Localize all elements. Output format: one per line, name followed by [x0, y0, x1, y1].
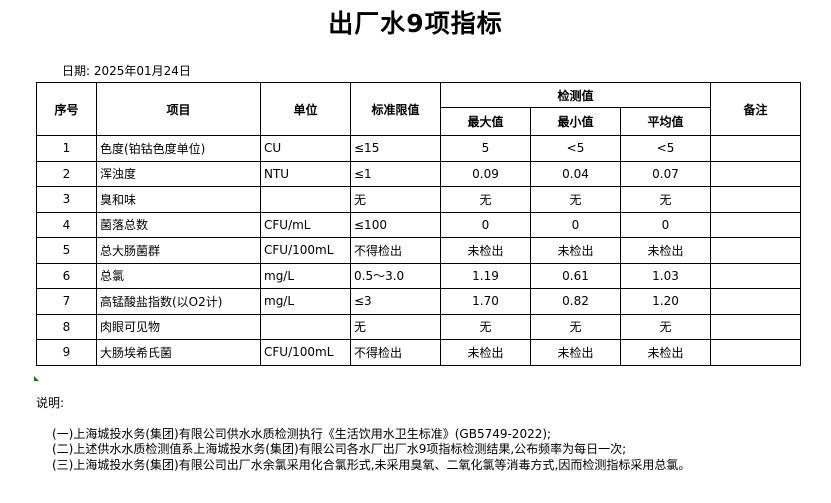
- cell-limit: ≤100: [350, 211, 441, 238]
- cell-remark: [710, 339, 801, 366]
- cell-min: 无: [530, 186, 621, 213]
- cell-remark: [710, 237, 801, 264]
- cell-max: 未检出: [440, 237, 531, 264]
- cell-min: 0: [530, 211, 621, 238]
- page-title: 出厂水9项指标: [328, 9, 503, 38]
- cell-no: 8: [36, 313, 97, 340]
- cell-min: <5: [530, 135, 621, 162]
- cell-marker: [34, 376, 39, 381]
- cell-avg: 0.07: [620, 160, 711, 187]
- cell-max: 0.09: [440, 160, 531, 187]
- cell-limit: 不得检出: [350, 339, 441, 366]
- header-avg: 平均值: [620, 107, 711, 136]
- cell-unit: [260, 313, 351, 340]
- table-row: 1 色度(铂钴色度单位) CU ≤15 5 <5 <5: [36, 135, 801, 162]
- cell-limit: ≤15: [350, 135, 441, 162]
- cell-item: 高锰酸盐指数(以O2计): [96, 288, 261, 315]
- header-no: 序号: [36, 82, 97, 136]
- cell-no: 1: [36, 135, 97, 162]
- table-row: 3 臭和味无无无无: [36, 186, 801, 213]
- cell-avg: 0: [620, 211, 711, 238]
- cell-item: 总氯: [96, 262, 261, 289]
- cell-remark: [710, 211, 801, 238]
- report-date: 日期: 2025年01月24日: [62, 64, 191, 78]
- cell-unit: CU: [260, 135, 351, 162]
- cell-remark: [710, 160, 801, 187]
- note-line: (一)上海城投水务(集团)有限公司供水水质检测执行《生活饮用水卫生标准》(GB5…: [52, 426, 552, 441]
- table-row: 6 总氯 mg/L 0.5～3.0 1.19 0.61 1.03: [36, 262, 801, 289]
- table-row: 9 大肠埃希氏菌 CFU/100mL 不得检出 未检出 未检出 未检出: [36, 339, 801, 366]
- cell-limit: 无: [350, 186, 441, 213]
- cell-no: 4: [36, 211, 97, 238]
- header-measured: 检测值: [440, 82, 711, 108]
- cell-avg: <5: [620, 135, 711, 162]
- cell-remark: [710, 135, 801, 162]
- cell-max: 0: [440, 211, 531, 238]
- cell-item: 色度(铂钴色度单位): [96, 135, 261, 162]
- header-limit: 标准限值: [350, 82, 441, 136]
- cell-min: 未检出: [530, 339, 621, 366]
- cell-unit: CFU/100mL: [260, 237, 351, 264]
- cell-no: 6: [36, 262, 97, 289]
- cell-max: 无: [440, 186, 531, 213]
- cell-min: 未检出: [530, 237, 621, 264]
- table-row: 5 总大肠菌群 CFU/100mL 不得检出 未检出 未检出 未检出: [36, 237, 801, 264]
- cell-min: 0.82: [530, 288, 621, 315]
- table-row: 7 高锰酸盐指数(以O2计) mg/L ≤3 1.70 0.82 1.20: [36, 288, 801, 315]
- cell-remark: [710, 262, 801, 289]
- cell-unit: CFU/100mL: [260, 339, 351, 366]
- header-item: 项目: [96, 82, 261, 136]
- cell-item: 大肠埃希氏菌: [96, 339, 261, 366]
- cell-remark: [710, 313, 801, 340]
- cell-avg: 1.20: [620, 288, 711, 315]
- cell-no: 3: [36, 186, 97, 213]
- header-min: 最小值: [530, 107, 621, 136]
- cell-unit: CFU/mL: [260, 211, 351, 238]
- cell-avg: 1.03: [620, 262, 711, 289]
- cell-limit: 0.5～3.0: [350, 262, 441, 289]
- cell-no: 9: [36, 339, 97, 366]
- cell-no: 2: [36, 160, 97, 187]
- cell-limit: ≤1: [350, 160, 441, 187]
- notes-label: 说明:: [36, 396, 65, 410]
- cell-unit: NTU: [260, 160, 351, 187]
- cell-unit: mg/L: [260, 288, 351, 315]
- notes: 说明: (一)上海城投水务(集团)有限公司供水水质检测执行《生活饮用水卫生标准》…: [36, 396, 690, 473]
- cell-remark: [710, 186, 801, 213]
- cell-unit: [260, 186, 351, 213]
- cell-avg: 无: [620, 313, 711, 340]
- cell-limit: ≤3: [350, 288, 441, 315]
- cell-unit: mg/L: [260, 262, 351, 289]
- cell-item: 肉眼可见物: [96, 313, 261, 340]
- cell-avg: 未检出: [620, 237, 711, 264]
- cell-no: 7: [36, 288, 97, 315]
- note-line: (三)上海城投水务(集团)有限公司出厂水余氯采用化合氯形式,未采用臭氧、二氧化氯…: [52, 457, 691, 472]
- table-row: 8 肉眼可见物无无无无: [36, 313, 801, 340]
- table-row: 2 浑浊度 NTU ≤1 0.09 0.04 0.07: [36, 160, 801, 187]
- header-max: 最大值: [440, 107, 531, 136]
- cell-max: 未检出: [440, 339, 531, 366]
- cell-limit: 无: [350, 313, 441, 340]
- cell-max: 1.70: [440, 288, 531, 315]
- cell-item: 浑浊度: [96, 160, 261, 187]
- cell-item: 菌落总数: [96, 211, 261, 238]
- cell-item: 总大肠菌群: [96, 237, 261, 264]
- cell-item: 臭和味: [96, 186, 261, 213]
- cell-max: 5: [440, 135, 531, 162]
- cell-min: 无: [530, 313, 621, 340]
- cell-limit: 不得检出: [350, 237, 441, 264]
- header-remark: 备注: [710, 82, 801, 136]
- cell-avg: 无: [620, 186, 711, 213]
- cell-min: 0.61: [530, 262, 621, 289]
- cell-max: 1.19: [440, 262, 531, 289]
- cell-avg: 未检出: [620, 339, 711, 366]
- header-unit: 单位: [260, 82, 351, 136]
- water-quality-table: 序号 项目 单位 标准限值 检测值 备注 最大值 最小值 平均值 1 色度(铂钴色…: [36, 82, 801, 366]
- table-row: 4 菌落总数 CFU/mL ≤100 0 0 0: [36, 211, 801, 238]
- cell-max: 无: [440, 313, 531, 340]
- cell-min: 0.04: [530, 160, 621, 187]
- note-line: (二)上述供水水质检测值系上海城投水务(集团)有限公司各水厂出厂水9项指标检测结…: [52, 442, 627, 456]
- cell-no: 5: [36, 237, 97, 264]
- cell-remark: [710, 288, 801, 315]
